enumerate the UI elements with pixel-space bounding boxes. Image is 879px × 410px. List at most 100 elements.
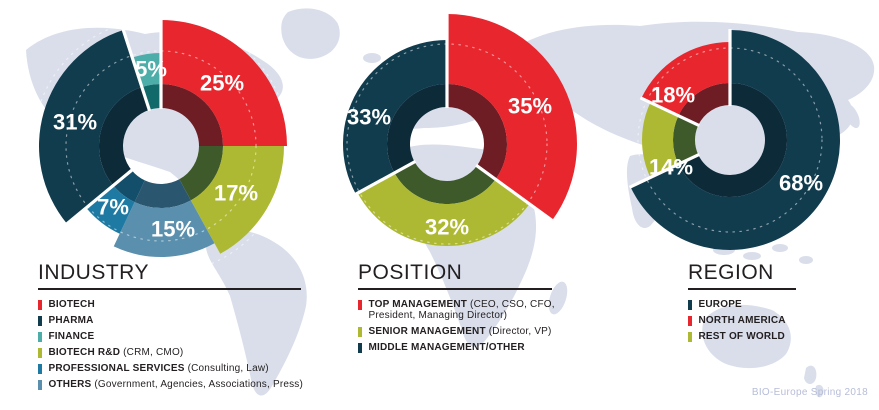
- segment-percent-label: 33%: [347, 105, 391, 130]
- legend-item: TOP MANAGEMENT (CEO, CSO, CFO, President…: [358, 299, 598, 321]
- legend-item-label: OTHERS (Government, Agencies, Associatio…: [48, 379, 304, 391]
- legend-item-label: EUROPE: [698, 299, 742, 311]
- legend-item-label: NORTH AMERICA: [698, 315, 786, 327]
- legend-item: OTHERS (Government, Agencies, Associatio…: [38, 379, 338, 390]
- donut-inner-segment: [394, 161, 496, 204]
- new-zealand-shape: [804, 365, 824, 398]
- legend-item-label: PHARMA: [48, 315, 94, 327]
- region-legend-items: EUROPE NORTH AMERICA REST OF WORLD: [688, 299, 868, 342]
- guide-circle: [637, 47, 823, 233]
- donut-segment: [38, 29, 142, 224]
- donut-segment: [447, 14, 577, 221]
- segment-percent-label: 32%: [425, 215, 469, 240]
- legend-item-detail: (Director, VP): [485, 326, 552, 338]
- segment-gap: [475, 163, 554, 223]
- segment-percent-label: 17%: [214, 181, 258, 206]
- position-legend-items: TOP MANAGEMENT (CEO, CSO, CFO, President…: [358, 299, 598, 353]
- guide-circle: [32, 17, 290, 275]
- legend-marker: [38, 315, 42, 326]
- legend-marker: [38, 379, 42, 390]
- legend-marker: [688, 331, 692, 342]
- donut-inner-segment: [141, 84, 161, 110]
- donut-segment: [642, 102, 679, 178]
- donut-inner-segment: [113, 170, 145, 203]
- industry-legend: INDUSTRY BIOTECH PHARMA FINANCE BIOTECH R&D…: [38, 261, 338, 395]
- legend-item-detail: (Government, Agencies, Associations, Pre…: [91, 379, 304, 391]
- legend-item-label: MIDDLE MANAGEMENT/OTHER: [368, 342, 525, 354]
- segment-percent-label: 15%: [151, 217, 195, 242]
- position-legend-title: POSITION: [358, 261, 463, 284]
- legend-item: SENIOR MANAGEMENT (Director, VP): [358, 326, 598, 337]
- legend-marker: [38, 347, 42, 358]
- industry-legend-title: INDUSTRY: [38, 261, 149, 284]
- donut-segment: [113, 200, 215, 257]
- greenland-shape: [281, 8, 340, 59]
- legend-item: BIOTECH R&D (CRM, CMO): [38, 347, 338, 358]
- position-legend-rule: [358, 288, 552, 291]
- region-donut-chart: 68% 14% 18%: [628, 29, 840, 250]
- industry-donut-chart: 25% 17% 15% 7% 31% 5%: [32, 17, 290, 275]
- region-legend-title: REGION: [688, 261, 774, 284]
- segment-gap: [65, 168, 134, 226]
- segment-gap: [639, 96, 700, 127]
- legend-item-label: BIOTECH: [48, 299, 95, 311]
- donut-segment: [161, 20, 287, 146]
- australia-shape: [702, 304, 791, 369]
- donut-inner-segment: [678, 83, 730, 126]
- donut-segment: [630, 30, 840, 250]
- madagascar-shape: [548, 281, 568, 315]
- segment-percent-label: 68%: [779, 171, 823, 196]
- legend-item: PROFESSIONAL SERVICES (Consulting, Law): [38, 363, 338, 374]
- legend-item: FINANCE: [38, 331, 338, 342]
- iceland-shape: [363, 53, 381, 63]
- japan-shape: [844, 103, 860, 129]
- segment-percent-label: 31%: [53, 110, 97, 135]
- legend-item-label: SENIOR MANAGEMENT (Director, VP): [368, 326, 552, 338]
- industry-legend-rule: [38, 288, 301, 291]
- segment-percent-label: 14%: [649, 155, 693, 180]
- segment-percent-label: 25%: [200, 71, 244, 96]
- donut-inner-segment: [179, 146, 223, 201]
- legend-item: PHARMA: [38, 315, 338, 326]
- legend-marker: [688, 299, 692, 310]
- legend-marker: [38, 331, 42, 342]
- legend-item: BIOTECH: [38, 299, 338, 310]
- legend-marker: [358, 326, 362, 337]
- legend-marker: [358, 342, 362, 353]
- guide-circle: [65, 50, 257, 242]
- segment-gap: [121, 28, 152, 112]
- donut-inner-segment: [678, 83, 787, 197]
- legend-item: NORTH AMERICA: [688, 315, 868, 326]
- legend-marker: [688, 315, 692, 326]
- donut-segment: [190, 146, 284, 254]
- region-legend: REGION EUROPE NORTH AMERICA REST OF WORLD: [688, 261, 868, 347]
- region-legend-rule: [688, 288, 796, 291]
- legend-marker: [358, 299, 362, 310]
- segment-gap: [354, 159, 417, 196]
- legend-marker: [38, 363, 42, 374]
- donut-inner-segment: [673, 115, 699, 165]
- position-donut-chart: 35% 32% 33%: [343, 13, 577, 246]
- legend-item-detail: (CEO, CSO, CFO, President, Managing Dire…: [368, 299, 555, 322]
- segment-percent-label: 5%: [135, 57, 167, 82]
- event-credit-text: BIO-Europe Spring 2018: [751, 387, 868, 398]
- donut-inner-segment: [134, 179, 191, 208]
- segment-percent-label: 18%: [651, 83, 695, 108]
- donut-inner-segment: [99, 87, 150, 186]
- position-legend: POSITION TOP MANAGEMENT (CEO, CSO, CFO, …: [358, 261, 598, 358]
- south-america-shape: [205, 230, 307, 396]
- legend-item-label: BIOTECH R&D (CRM, CMO): [48, 347, 184, 359]
- legend-item-detail: (Consulting, Law): [184, 363, 269, 375]
- legend-item-detail: (CRM, CMO): [120, 347, 184, 359]
- donut-segment: [86, 185, 135, 234]
- donut-inner-segment: [447, 84, 507, 180]
- donut-segment: [343, 40, 447, 195]
- industry-legend-items: BIOTECH PHARMA FINANCE BIOTECH R&D (CRM, CM…: [38, 299, 338, 390]
- segment-percent-label: 7%: [97, 195, 129, 220]
- donut-segment: [357, 172, 530, 246]
- legend-item: MIDDLE MANAGEMENT/OTHER: [358, 342, 598, 353]
- segment-gap: [628, 153, 700, 189]
- legend-item-label: PROFESSIONAL SERVICES (Consulting, Law): [48, 363, 269, 375]
- donut-inner-segment: [161, 84, 223, 146]
